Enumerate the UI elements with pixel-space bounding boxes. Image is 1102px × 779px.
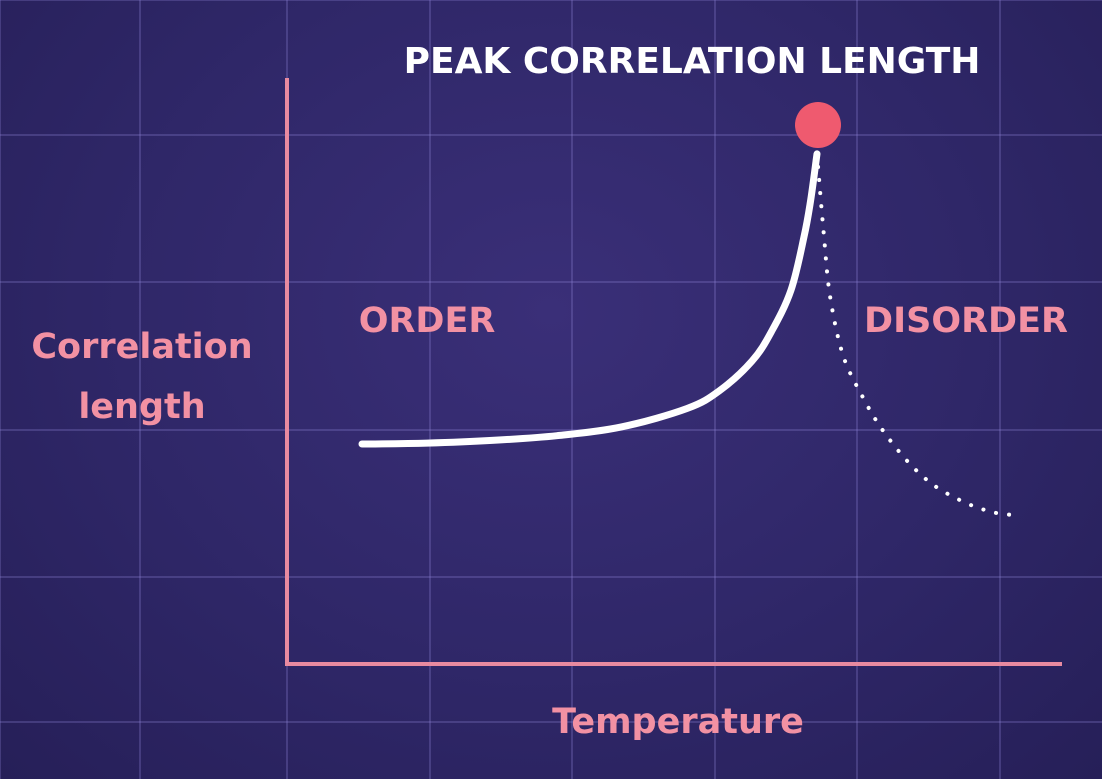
correlation-curve-order [358,150,821,448]
x-axis-label: Temperature [552,702,804,742]
region-label-disorder: DISORDER [864,301,1068,341]
chart-title: PEAK CORRELATION LENGTH [404,41,981,82]
correlation-curve-disorder [815,151,1014,517]
y-axis-label-line-2: length [78,387,205,427]
region-label-order: ORDER [359,301,496,341]
y-axis-label-line-1: Correlation [31,327,252,367]
peak-marker [795,102,841,148]
